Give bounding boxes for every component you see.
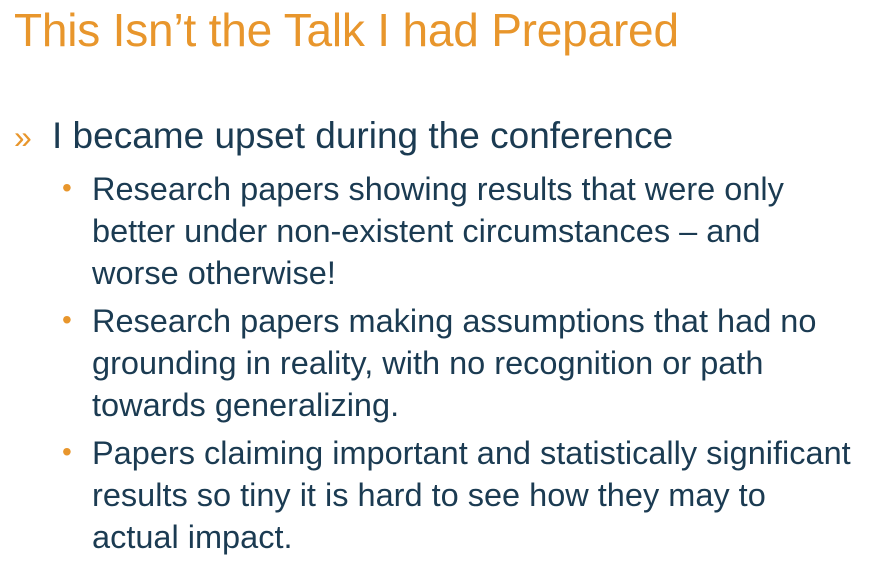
- sub-bullet-text: Papers claiming important and statistica…: [92, 435, 851, 555]
- sub-bullet-item: • Papers claiming important and statisti…: [62, 432, 862, 558]
- sub-bullet-text: Research papers showing results that wer…: [92, 171, 784, 291]
- chevron-bullet-icon: »: [14, 119, 32, 155]
- sub-bullet-item: • Research papers showing results that w…: [62, 168, 862, 294]
- slide-title: This Isn’t the Talk I had Prepared: [14, 4, 679, 56]
- dot-bullet-icon: •: [62, 304, 72, 335]
- dot-bullet-icon: •: [62, 436, 72, 467]
- level1-text: I became upset during the conference: [52, 115, 674, 156]
- sub-bullet-list: • Research papers showing results that w…: [62, 168, 862, 564]
- dot-bullet-icon: •: [62, 172, 72, 203]
- sub-bullet-text: Research papers making assumptions that …: [92, 303, 817, 423]
- level1-bullet: » I became upset during the conference: [14, 112, 673, 160]
- sub-bullet-item: • Research papers making assumptions tha…: [62, 300, 862, 426]
